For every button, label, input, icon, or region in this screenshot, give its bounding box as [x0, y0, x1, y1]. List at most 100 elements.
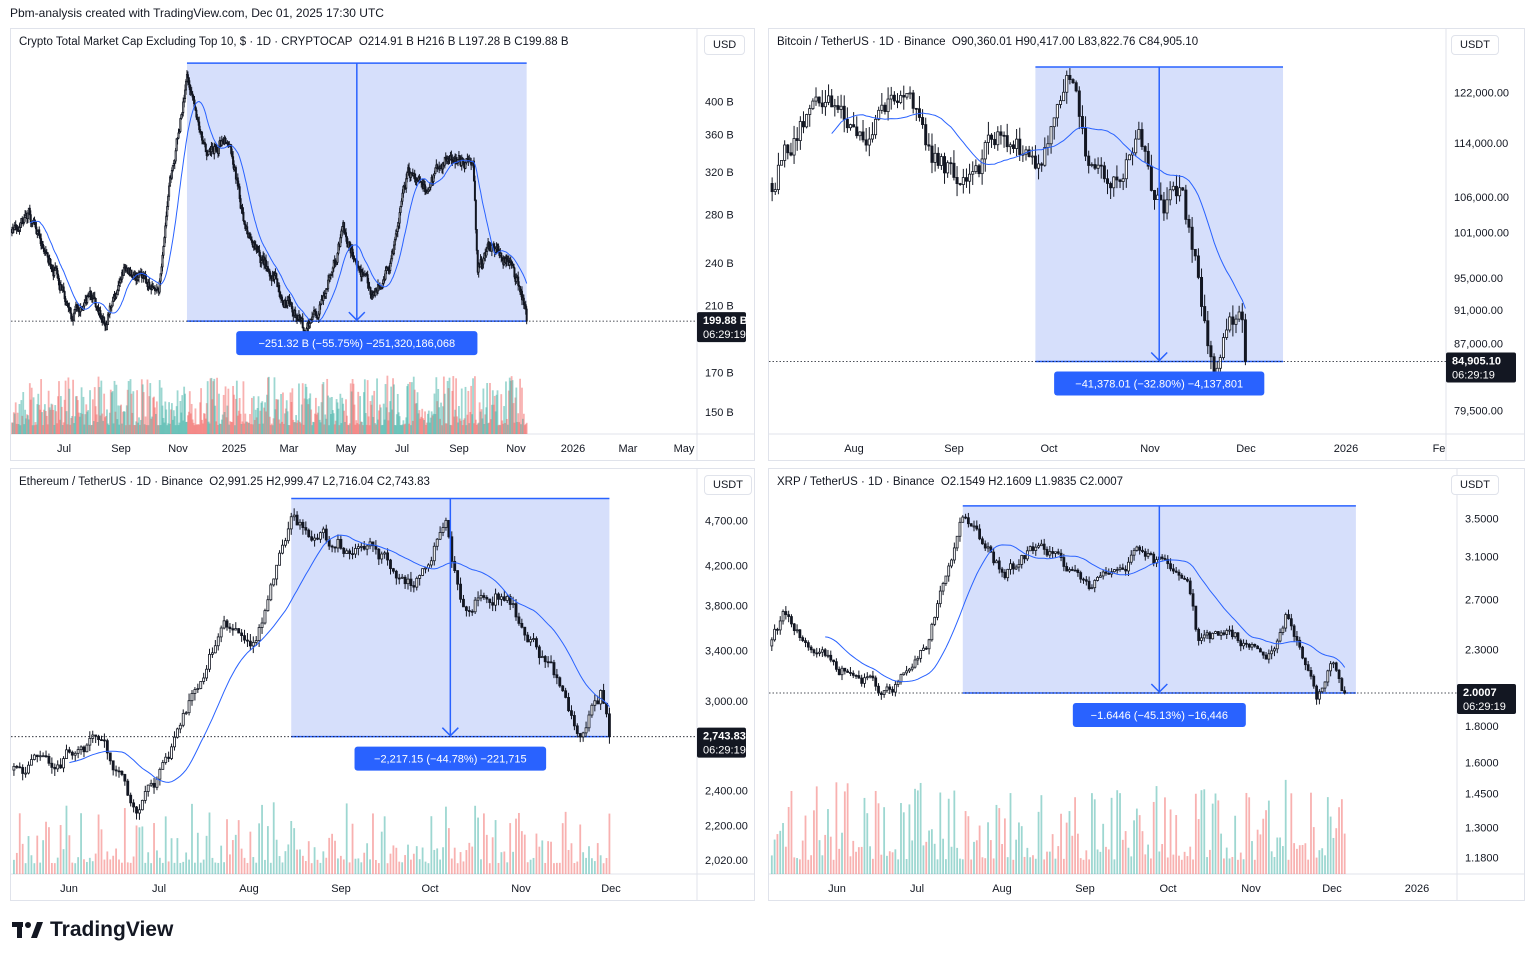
candle-body [111, 760, 115, 771]
candle-body [974, 165, 978, 172]
chart-svg[interactable]: −1.6446 (−45.13%) −16,4463.50003.10002.7… [769, 469, 1525, 901]
volume-bar [415, 403, 418, 434]
volume-bar [86, 411, 89, 434]
candle-body [196, 688, 200, 690]
volume-bar [278, 856, 281, 874]
volume-bar [1315, 857, 1318, 874]
volume-bar [843, 791, 846, 874]
volume-bar [1231, 856, 1234, 874]
volume-bar [43, 409, 45, 434]
candle-body [482, 595, 486, 598]
candle-body [65, 749, 68, 759]
price-tick-label: 2,020.00 [705, 855, 748, 867]
candle-body [455, 157, 458, 163]
volume-bar [506, 424, 509, 434]
candle-body [842, 105, 846, 120]
volume-bar [1161, 844, 1164, 874]
candle-body [933, 152, 937, 163]
candle-body [1127, 561, 1130, 572]
currency-button[interactable]: USDT [1451, 475, 1499, 495]
currency-button[interactable]: USD [704, 35, 746, 55]
measure-label-box [1054, 371, 1265, 396]
volume-bar [110, 392, 113, 434]
candle-body [1055, 104, 1059, 119]
volume-bar [481, 418, 484, 434]
candle-body [1234, 318, 1238, 325]
candle-body [393, 238, 396, 246]
volume-bar [13, 859, 15, 874]
volume-bar [82, 396, 85, 434]
candle-body [494, 248, 497, 253]
volume-bar [484, 414, 487, 434]
candle-body [464, 606, 468, 611]
candle-body [27, 764, 30, 774]
volume-bar [261, 401, 264, 434]
volume-bar [182, 861, 185, 874]
candle-body [497, 245, 500, 251]
candle-body [546, 661, 550, 664]
volume-bar [453, 416, 456, 434]
candle-body [1264, 654, 1268, 660]
volume-bar [194, 408, 197, 434]
volume-bar [170, 838, 173, 874]
volume-bar [35, 424, 38, 434]
volume-bar [18, 404, 21, 434]
candle-body [846, 670, 850, 673]
volume-bar [26, 414, 28, 434]
candle-body [210, 652, 214, 655]
volume-bar [496, 390, 499, 434]
volume-bar [468, 423, 471, 434]
volume-bar [1197, 819, 1200, 874]
volume-bar [229, 854, 231, 874]
volume-bar [158, 857, 161, 874]
volume-bar [1113, 859, 1116, 874]
candle-body [513, 267, 516, 278]
chart-svg[interactable]: −2,217.15 (−44.78%) −221,7154,700.004,20… [11, 469, 755, 901]
candle-body [1174, 570, 1178, 573]
candle-body [1318, 691, 1321, 700]
chart-panel-total-market-cap[interactable]: −251.32 B (−55.75%) −251,320,186,068 400 … [10, 28, 755, 461]
currency-button[interactable]: USDT [1451, 35, 1499, 55]
volume-bar [181, 395, 184, 434]
candle-body [28, 207, 31, 216]
candle-body [234, 628, 238, 631]
candle-body [424, 184, 427, 192]
candle-body [73, 752, 77, 756]
volume-bar [427, 410, 430, 434]
candle-body [129, 794, 133, 804]
volume-bar [125, 405, 128, 434]
tradingview-logo[interactable]: TradingView [12, 918, 173, 942]
candle-body [38, 755, 42, 758]
volume-bar [258, 423, 261, 434]
candle-body [1209, 345, 1213, 358]
candle-body [1051, 551, 1055, 554]
volume-bar [489, 382, 491, 434]
time-tick-label: Jul [395, 443, 409, 455]
candle-body [278, 285, 281, 293]
volume-bar [419, 418, 422, 434]
chart-panel-ethereum[interactable]: −2,217.15 (−44.78%) −221,715 4,700.00 4,20… [10, 468, 755, 901]
candle-body [341, 226, 344, 232]
volume-bar [518, 812, 520, 874]
volume-bar [1259, 834, 1262, 874]
volume-bar [358, 424, 361, 434]
volume-bar [517, 413, 520, 434]
volume-bar [234, 834, 237, 874]
chart-svg[interactable]: −251.32 B (−55.75%) −251,320,186,068400 … [11, 29, 755, 461]
volume-bar [1023, 856, 1026, 874]
volume-bar [1093, 799, 1096, 874]
candle-body [1118, 567, 1122, 570]
currency-button[interactable]: USDT [704, 475, 752, 495]
volume-bar [891, 852, 894, 874]
candle-body [1062, 557, 1066, 567]
volume-bar [483, 813, 485, 874]
volume-bar [398, 416, 401, 434]
volume-bar [422, 418, 425, 434]
volume-bar [1006, 857, 1009, 874]
chart-panel-xrp[interactable]: −1.6446 (−45.13%) −16,446 3.5000 3.1000 2.7… [768, 468, 1525, 901]
chart-svg[interactable]: −41,378.01 (−32.80%) −4,137,801122,000.0… [769, 29, 1525, 461]
candle-body [1214, 631, 1217, 634]
chart-panel-bitcoin[interactable]: −41,378.01 (−32.80%) −4,137,801 122,000.0… [768, 28, 1525, 461]
volume-bar [208, 812, 211, 874]
volume-bar [480, 859, 482, 874]
